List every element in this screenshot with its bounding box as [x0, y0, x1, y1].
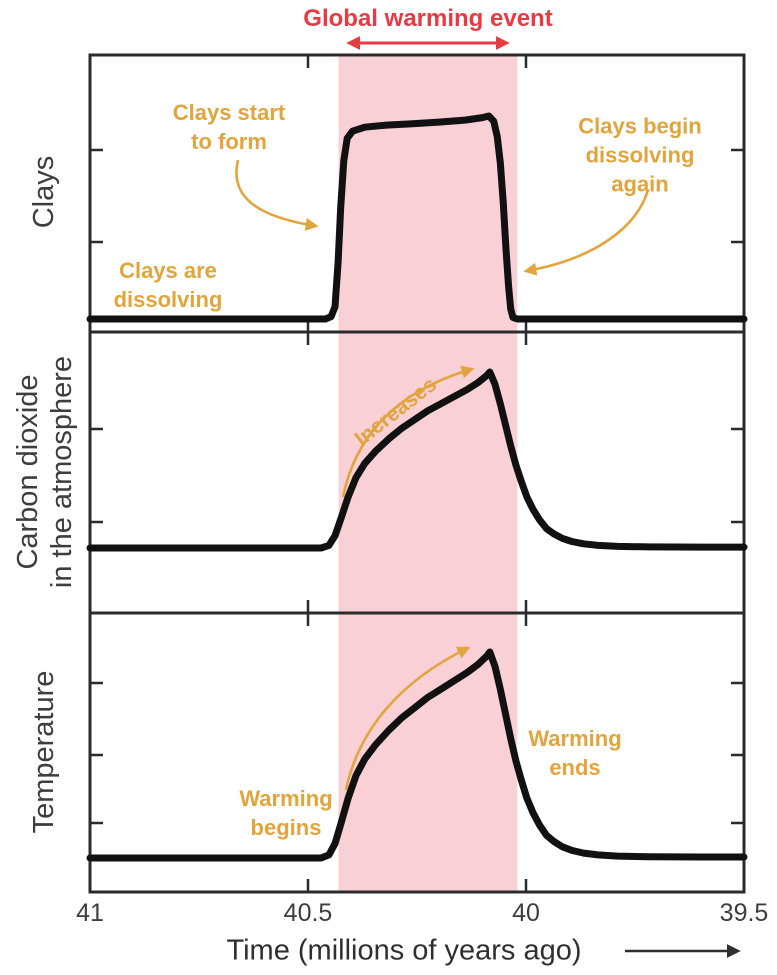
y-label-clays: Clays	[27, 155, 60, 229]
panel-frame-temperature	[88, 611, 746, 894]
clays-start-arrow-icon	[235, 159, 319, 231]
annotation-clays-start: Clays start to form	[172, 99, 286, 154]
y-label-temperature: Temperature	[27, 670, 60, 834]
temperature-curve	[86, 648, 748, 862]
x-tick-label: 40.5	[283, 899, 333, 927]
annotation-warming-begins: Warming begins	[239, 785, 333, 840]
warming-event-title: Global warming event	[303, 5, 553, 32]
annotation-clays-dissolving: Clays are dissolving	[113, 257, 223, 312]
y-label-co2: Carbon dioxide in the atmosphere	[11, 355, 78, 589]
clays-dissolve-arrow-icon	[523, 189, 650, 276]
x-axis-ticks: 41 40.5 40 39.5	[0, 899, 777, 935]
clays-curve	[86, 112, 748, 323]
x-tick-label: 40	[512, 899, 540, 927]
temperature-increase-arrow-icon	[344, 646, 471, 791]
co2-increase-arrow-icon	[341, 365, 475, 498]
x-tick-label: 41	[76, 899, 104, 927]
co2-curve	[86, 368, 748, 552]
annotation-clays-begin-dissolving: Clays begin dissolving again	[578, 113, 702, 197]
x-tick-label: 39.5	[719, 899, 769, 927]
annotation-warming-ends: Warming ends	[528, 725, 622, 780]
x-axis-title: Time (millions of years ago)	[226, 934, 582, 967]
